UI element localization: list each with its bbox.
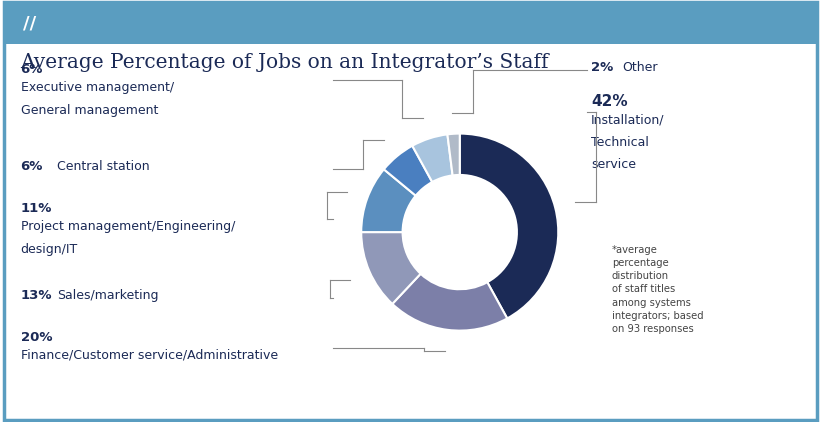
Text: Project management/Engineering/: Project management/Engineering/: [21, 220, 235, 233]
Text: Technical: Technical: [591, 136, 649, 149]
Text: 13%: 13%: [21, 289, 52, 302]
Wedge shape: [412, 134, 452, 182]
Wedge shape: [392, 274, 507, 330]
Text: Executive management/: Executive management/: [21, 81, 174, 94]
Text: *average
percentage
distribution
of staff titles
among systems
integrators; base: *average percentage distribution of staf…: [612, 245, 704, 334]
Text: Other: Other: [622, 61, 658, 74]
Text: service: service: [591, 158, 636, 171]
Text: 2%: 2%: [591, 61, 613, 74]
Text: design/IT: design/IT: [21, 243, 78, 257]
Text: 11%: 11%: [21, 203, 52, 215]
Text: Finance/Customer service/Administrative: Finance/Customer service/Administrative: [21, 349, 277, 362]
Text: 6%: 6%: [21, 63, 43, 76]
Text: Average Percentage of Jobs on an Integrator’s Staff: Average Percentage of Jobs on an Integra…: [21, 53, 549, 72]
Text: Central station: Central station: [57, 160, 150, 173]
Wedge shape: [384, 146, 432, 196]
Text: Installation/: Installation/: [591, 114, 665, 127]
Wedge shape: [447, 134, 460, 176]
Text: 6%: 6%: [21, 160, 43, 173]
Text: General management: General management: [21, 104, 158, 117]
Text: Sales/marketing: Sales/marketing: [57, 289, 159, 302]
Text: 42%: 42%: [591, 94, 628, 109]
Text: //: //: [23, 14, 36, 32]
Wedge shape: [361, 232, 420, 304]
Wedge shape: [361, 169, 415, 232]
Wedge shape: [460, 134, 558, 319]
Text: 20%: 20%: [21, 331, 52, 344]
